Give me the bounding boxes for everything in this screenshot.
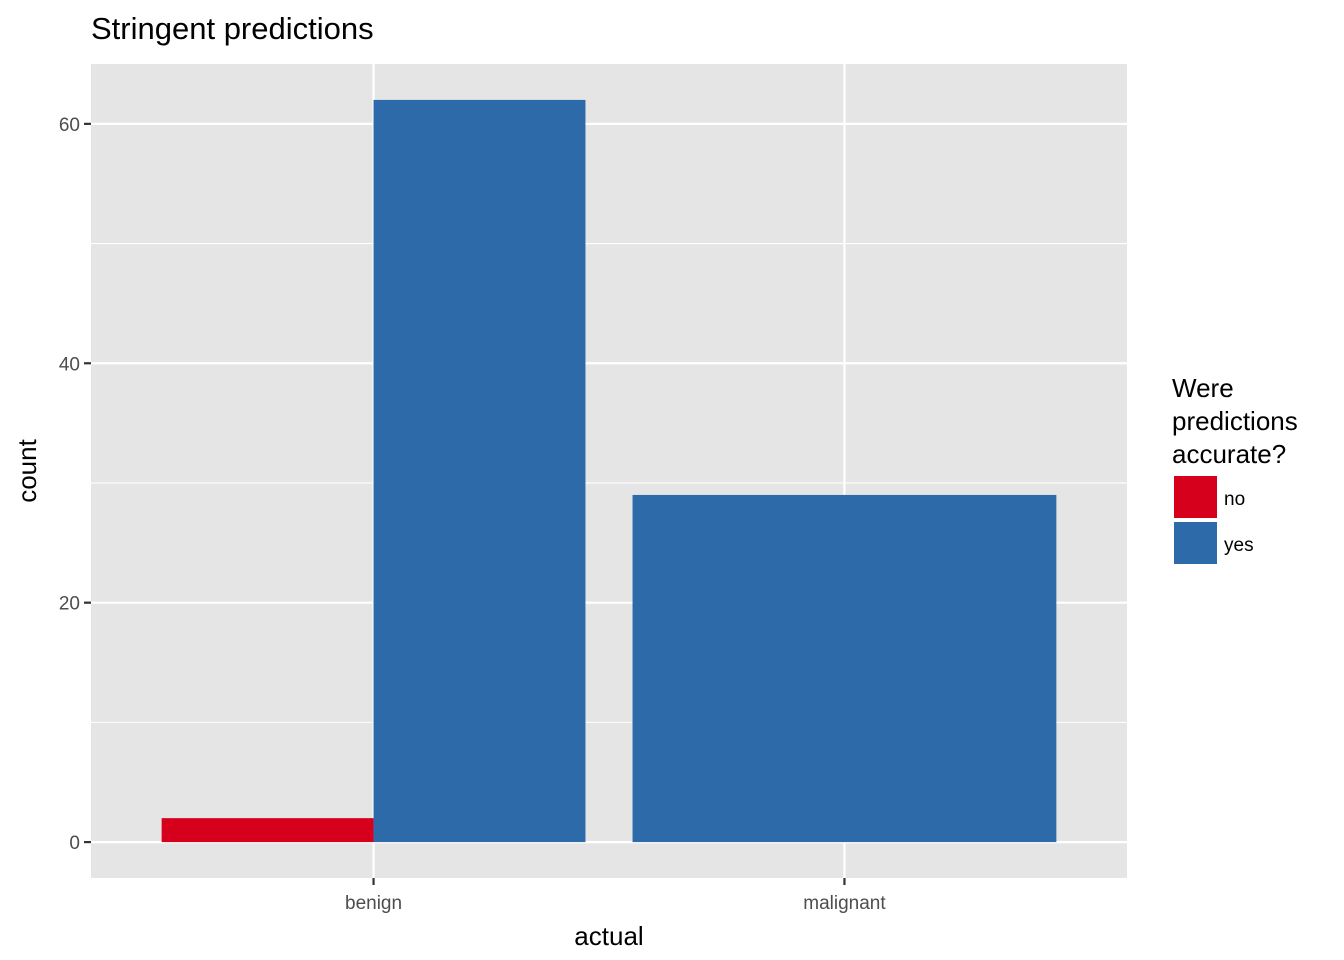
y-axis-title: count: [12, 438, 42, 502]
legend-title: Were predictions accurate?: [1172, 373, 1305, 469]
y-tick-label: 0: [69, 833, 80, 854]
x-tick-label: benign: [345, 893, 402, 914]
legend-key-yes: [1174, 522, 1217, 564]
legend-title-line: accurate?: [1172, 439, 1286, 469]
bar-yes-benign: [373, 99, 586, 843]
legend-title-line: predictions: [1172, 406, 1298, 436]
legend-items: no yes: [1174, 476, 1254, 564]
y-tick-label: 20: [59, 594, 80, 615]
chart-title: Stringent predictions: [91, 11, 374, 46]
bar-no-benign: [161, 818, 374, 843]
legend: Were predictions accurate? no yes: [1172, 373, 1305, 564]
y-tick-label: 40: [59, 354, 80, 375]
axes: 0 20 40 60 benign malignant: [59, 115, 887, 914]
x-tick-label: malignant: [803, 893, 886, 914]
bars: [161, 99, 1057, 843]
bar-yes-malignant: [632, 494, 1057, 843]
legend-key-no: [1174, 476, 1217, 518]
legend-title-line: Were: [1172, 373, 1234, 403]
legend-label-no: no: [1224, 489, 1245, 510]
legend-label-yes: yes: [1224, 535, 1254, 556]
x-axis-title: actual: [574, 921, 643, 951]
y-tick-label: 60: [59, 115, 80, 136]
